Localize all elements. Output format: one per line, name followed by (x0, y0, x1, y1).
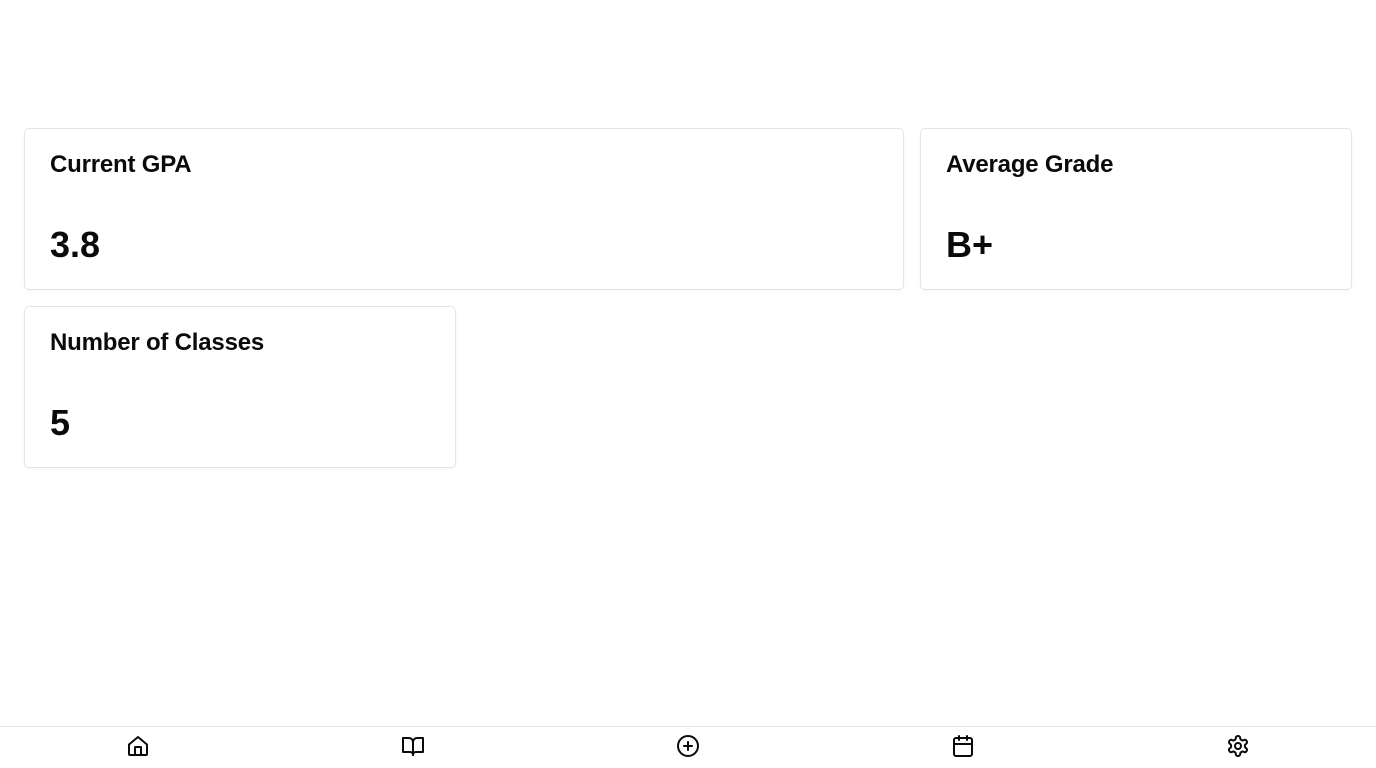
gear-icon (1226, 734, 1250, 761)
current-gpa-card: Current GPA 3.8 (24, 128, 904, 290)
nav-calendar-button[interactable] (943, 728, 983, 768)
book-open-icon (401, 734, 425, 761)
card-value: B+ (946, 224, 994, 265)
card-value: 3.8 (50, 224, 101, 265)
nav-home-button[interactable] (118, 728, 158, 768)
bottom-navigation (0, 726, 1376, 768)
home-icon (126, 734, 150, 761)
plus-circle-icon (676, 734, 700, 761)
nav-courses-button[interactable] (393, 728, 433, 768)
number-of-classes-card: Number of Classes 5 (24, 306, 456, 468)
card-title: Average Grade (946, 151, 1114, 178)
average-grade-card: Average Grade B+ (920, 128, 1352, 290)
nav-add-button[interactable] (668, 728, 708, 768)
card-title: Current GPA (50, 151, 192, 178)
nav-settings-button[interactable] (1218, 728, 1258, 768)
card-value: 5 (50, 402, 71, 443)
card-title: Number of Classes (50, 329, 265, 356)
calendar-icon (951, 734, 975, 761)
